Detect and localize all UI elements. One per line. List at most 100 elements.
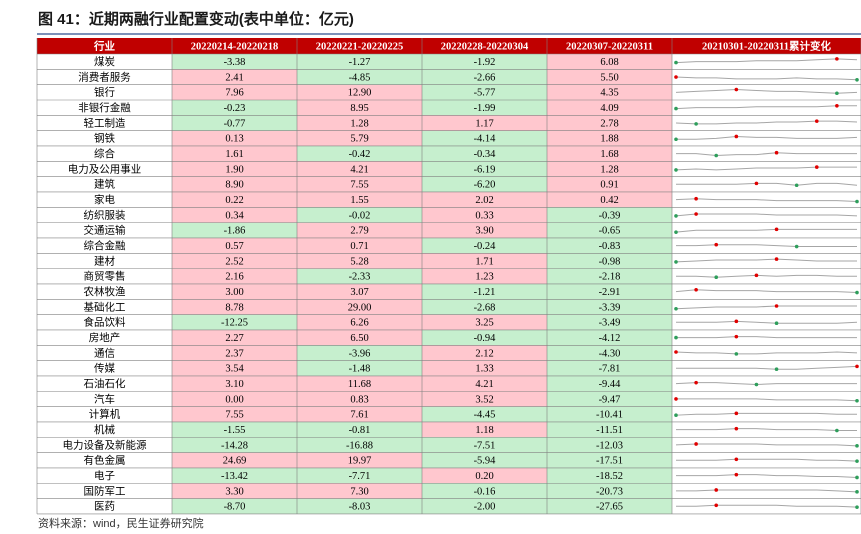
cell: -1.86: [224, 226, 246, 237]
cell: 食品饮料: [84, 316, 126, 329]
cell: -0.94: [474, 333, 497, 344]
spark-max: [774, 227, 779, 232]
cell-bg: [422, 69, 547, 85]
cell: -8.03: [349, 502, 371, 513]
cell-bg: [422, 452, 547, 468]
cell-bg: [172, 191, 297, 208]
cell-bg: [172, 176, 297, 192]
cell: -4.30: [599, 348, 621, 359]
cell: 0.57: [225, 241, 243, 252]
cell-bg: [297, 69, 422, 85]
cell: -1.21: [474, 287, 496, 298]
cell: 1.33: [475, 364, 493, 375]
cell: -12.25: [221, 318, 248, 329]
sparkline: [676, 458, 858, 462]
cell: 1.28: [600, 164, 618, 175]
header-cell: 20210301-20220311累计变化: [702, 39, 831, 52]
cell: 24.69: [223, 456, 247, 467]
cell-bg: [422, 375, 547, 392]
cell: 家电: [94, 193, 115, 206]
cell: 3.10: [225, 379, 243, 390]
cell: 电子: [94, 469, 115, 482]
spark-min: [855, 444, 859, 448]
cell: 5.50: [600, 72, 618, 83]
cell: -17.51: [596, 456, 623, 467]
cell-bg: [547, 115, 672, 131]
header-cell: 20220221-20220225: [316, 41, 404, 52]
cell: 3.54: [225, 364, 244, 375]
cell: -4.12: [599, 333, 621, 344]
cell-bg: [172, 360, 297, 376]
cell: 7.55: [225, 410, 243, 421]
cell-bg: [422, 483, 547, 499]
cell: 1.68: [600, 149, 618, 160]
cell-bg: [422, 176, 547, 192]
cell: -27.65: [596, 502, 623, 513]
sparkline: [675, 382, 857, 386]
cell: 建材: [94, 254, 115, 267]
cell-bg: [547, 483, 672, 499]
spark-min: [714, 153, 719, 158]
cell-bg: [422, 115, 547, 131]
cell-bg: [297, 237, 422, 254]
header-cell: 20220307-20220311: [566, 41, 653, 52]
spark-min: [794, 183, 799, 188]
cell-bg: [547, 360, 672, 376]
cell: 4.09: [600, 103, 618, 114]
cell-bg: [547, 191, 672, 208]
cell: 19.97: [348, 456, 372, 467]
spark-min: [855, 77, 859, 82]
spark-min: [674, 214, 678, 218]
cell-bg: [547, 222, 672, 238]
cell-bg: [172, 268, 297, 284]
cell: -20.73: [596, 486, 623, 497]
cell: -4.85: [349, 72, 371, 83]
spark-min: [674, 60, 678, 65]
cell: 1.23: [475, 272, 493, 283]
cell-bg: [422, 268, 547, 284]
cell: -12.03: [596, 440, 623, 451]
cell-bg: [297, 222, 422, 238]
cell: 农林牧渔: [84, 285, 126, 298]
cell-bg: [297, 483, 422, 499]
cell: 0.71: [350, 241, 368, 252]
cell-bg: [422, 207, 547, 223]
cell-bg: [172, 237, 297, 254]
cell-bg: [422, 345, 547, 361]
cell: 3.00: [225, 287, 243, 298]
cell-bg: [422, 84, 547, 100]
sparkline: [675, 166, 857, 171]
cell: 8.95: [350, 103, 368, 114]
cell: -0.23: [224, 103, 246, 114]
cell-bg: [547, 498, 672, 514]
cell: 3.90: [475, 226, 493, 237]
sparkline: [676, 182, 858, 186]
spark-min: [674, 106, 678, 111]
cell-bg: [297, 161, 422, 177]
cell: 传媒: [94, 362, 115, 375]
spark-min: [835, 91, 839, 96]
cell: -0.39: [599, 210, 621, 221]
cell: 0.91: [600, 180, 618, 191]
sparkline: [676, 135, 858, 140]
cell-bg: [297, 99, 422, 116]
cell: -6.19: [474, 164, 496, 175]
header-cell: 20220228-20220304: [441, 41, 529, 52]
cell-bg: [547, 391, 672, 407]
cell: -1.27: [349, 57, 371, 68]
cell-bg: [547, 283, 672, 300]
spark-max: [734, 472, 739, 477]
cell-bg: [172, 452, 297, 468]
cell: 国防军工: [84, 484, 126, 497]
sparkline: [676, 336, 857, 339]
spark-max: [774, 257, 779, 261]
cell-bg: [422, 99, 547, 116]
cell-bg: [297, 207, 422, 223]
cell-bg: [297, 84, 422, 100]
cell: -7.81: [599, 364, 621, 375]
cell-bg: [547, 437, 672, 453]
spark-max: [714, 503, 719, 508]
cell: 6.50: [350, 333, 368, 344]
cell-bg: [172, 54, 297, 70]
